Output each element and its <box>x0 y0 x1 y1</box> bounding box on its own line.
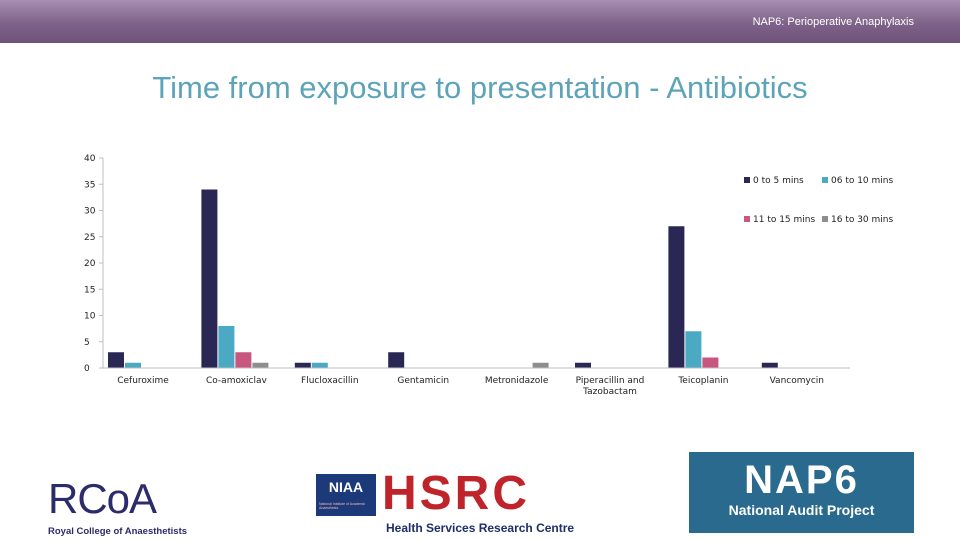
x-axis: Cefuroxime Co-amoxiclav Flucloxacillin Gent… <box>103 367 850 397</box>
x-category-label: Cefuroxime <box>117 376 169 386</box>
bar-series <box>108 189 778 368</box>
legend-label: 11 to 15 mins <box>753 215 815 225</box>
y-axis: 0 5 10 15 20 25 30 35 40 <box>84 154 104 374</box>
legend: 0 to 5 mins 06 to 10 mins 11 to 15 mins 16 … <box>744 176 893 225</box>
header-title: NAP6: Perioperative Anaphylaxis <box>752 16 914 28</box>
bar-2 <box>311 362 328 368</box>
x-category-label: Co-amoxiclav <box>206 376 268 386</box>
x-category-label: Teicoplanin <box>677 376 728 386</box>
bar-2 <box>218 326 235 368</box>
niaa-logo-text: NIAA <box>328 479 364 495</box>
legend-swatch <box>822 216 828 222</box>
y-tick-label: 35 <box>84 180 95 190</box>
nap6-logo-text: NAP6 <box>744 458 859 502</box>
bar-1 <box>761 362 778 368</box>
y-tick-label: 25 <box>84 233 95 243</box>
bar-1 <box>201 189 218 368</box>
slide-title: Time from exposure to presentation - Ant… <box>152 70 808 105</box>
bar-3 <box>235 352 252 368</box>
x-category-label: Flucloxacillin <box>301 376 359 386</box>
legend-swatch <box>744 216 750 222</box>
hsrc-logo-sub: Health Services Research Centre <box>386 521 575 535</box>
y-tick-label: 0 <box>84 364 90 374</box>
rcoa-logo-tagline: Royal College of Anaesthetists <box>48 526 188 537</box>
y-tick-label: 10 <box>84 312 96 322</box>
niaa-logo-sub: National Institute of Academic Anaesthes… <box>319 502 366 510</box>
bar-3 <box>702 357 719 368</box>
bar-4 <box>532 362 549 368</box>
y-tick-label: 5 <box>84 338 90 348</box>
x-category-label: Piperacillin and Tazobactam <box>576 376 645 397</box>
x-category-label: Gentamicin <box>397 376 449 386</box>
hsrc-logo-text: HSRC <box>382 467 531 520</box>
y-tick-label: 30 <box>84 207 96 217</box>
bar-1 <box>294 362 311 368</box>
rcoa-logo: RCoA Royal College of Anaesthetists <box>48 478 198 540</box>
bar-1 <box>388 352 405 368</box>
bar-2 <box>685 331 702 368</box>
bar-4 <box>252 362 269 368</box>
legend-swatch <box>822 177 828 183</box>
niaa-logo: NIAA National Institute of Academic Anae… <box>316 474 376 516</box>
bar-1 <box>575 362 591 368</box>
header-bar: NAP6: Perioperative Anaphylaxis <box>0 0 960 43</box>
rcoa-logo-letters: RCoA <box>48 475 157 522</box>
bar-1 <box>668 226 685 368</box>
nap6-logo-sub: National Audit Project <box>728 502 875 518</box>
bar-2 <box>125 362 141 368</box>
legend-label: 16 to 30 mins <box>831 215 893 225</box>
x-category-label: Vancomycin <box>770 376 824 386</box>
bar-1 <box>108 352 124 368</box>
y-tick-label: 15 <box>84 285 95 295</box>
antibiotics-bar-chart: 0 5 10 15 20 25 30 35 40 Cefuroxime Co-amoxiclav F… <box>84 154 893 397</box>
y-tick-label: 20 <box>84 259 96 269</box>
legend-swatch <box>744 177 750 183</box>
legend-label: 0 to 5 mins <box>753 176 804 186</box>
y-tick-label: 40 <box>84 154 96 164</box>
legend-label: 06 to 10 mins <box>831 176 893 186</box>
nap6-logo: NAP6 National Audit Project <box>689 452 914 533</box>
x-category-label: Metronidazole <box>485 376 549 386</box>
